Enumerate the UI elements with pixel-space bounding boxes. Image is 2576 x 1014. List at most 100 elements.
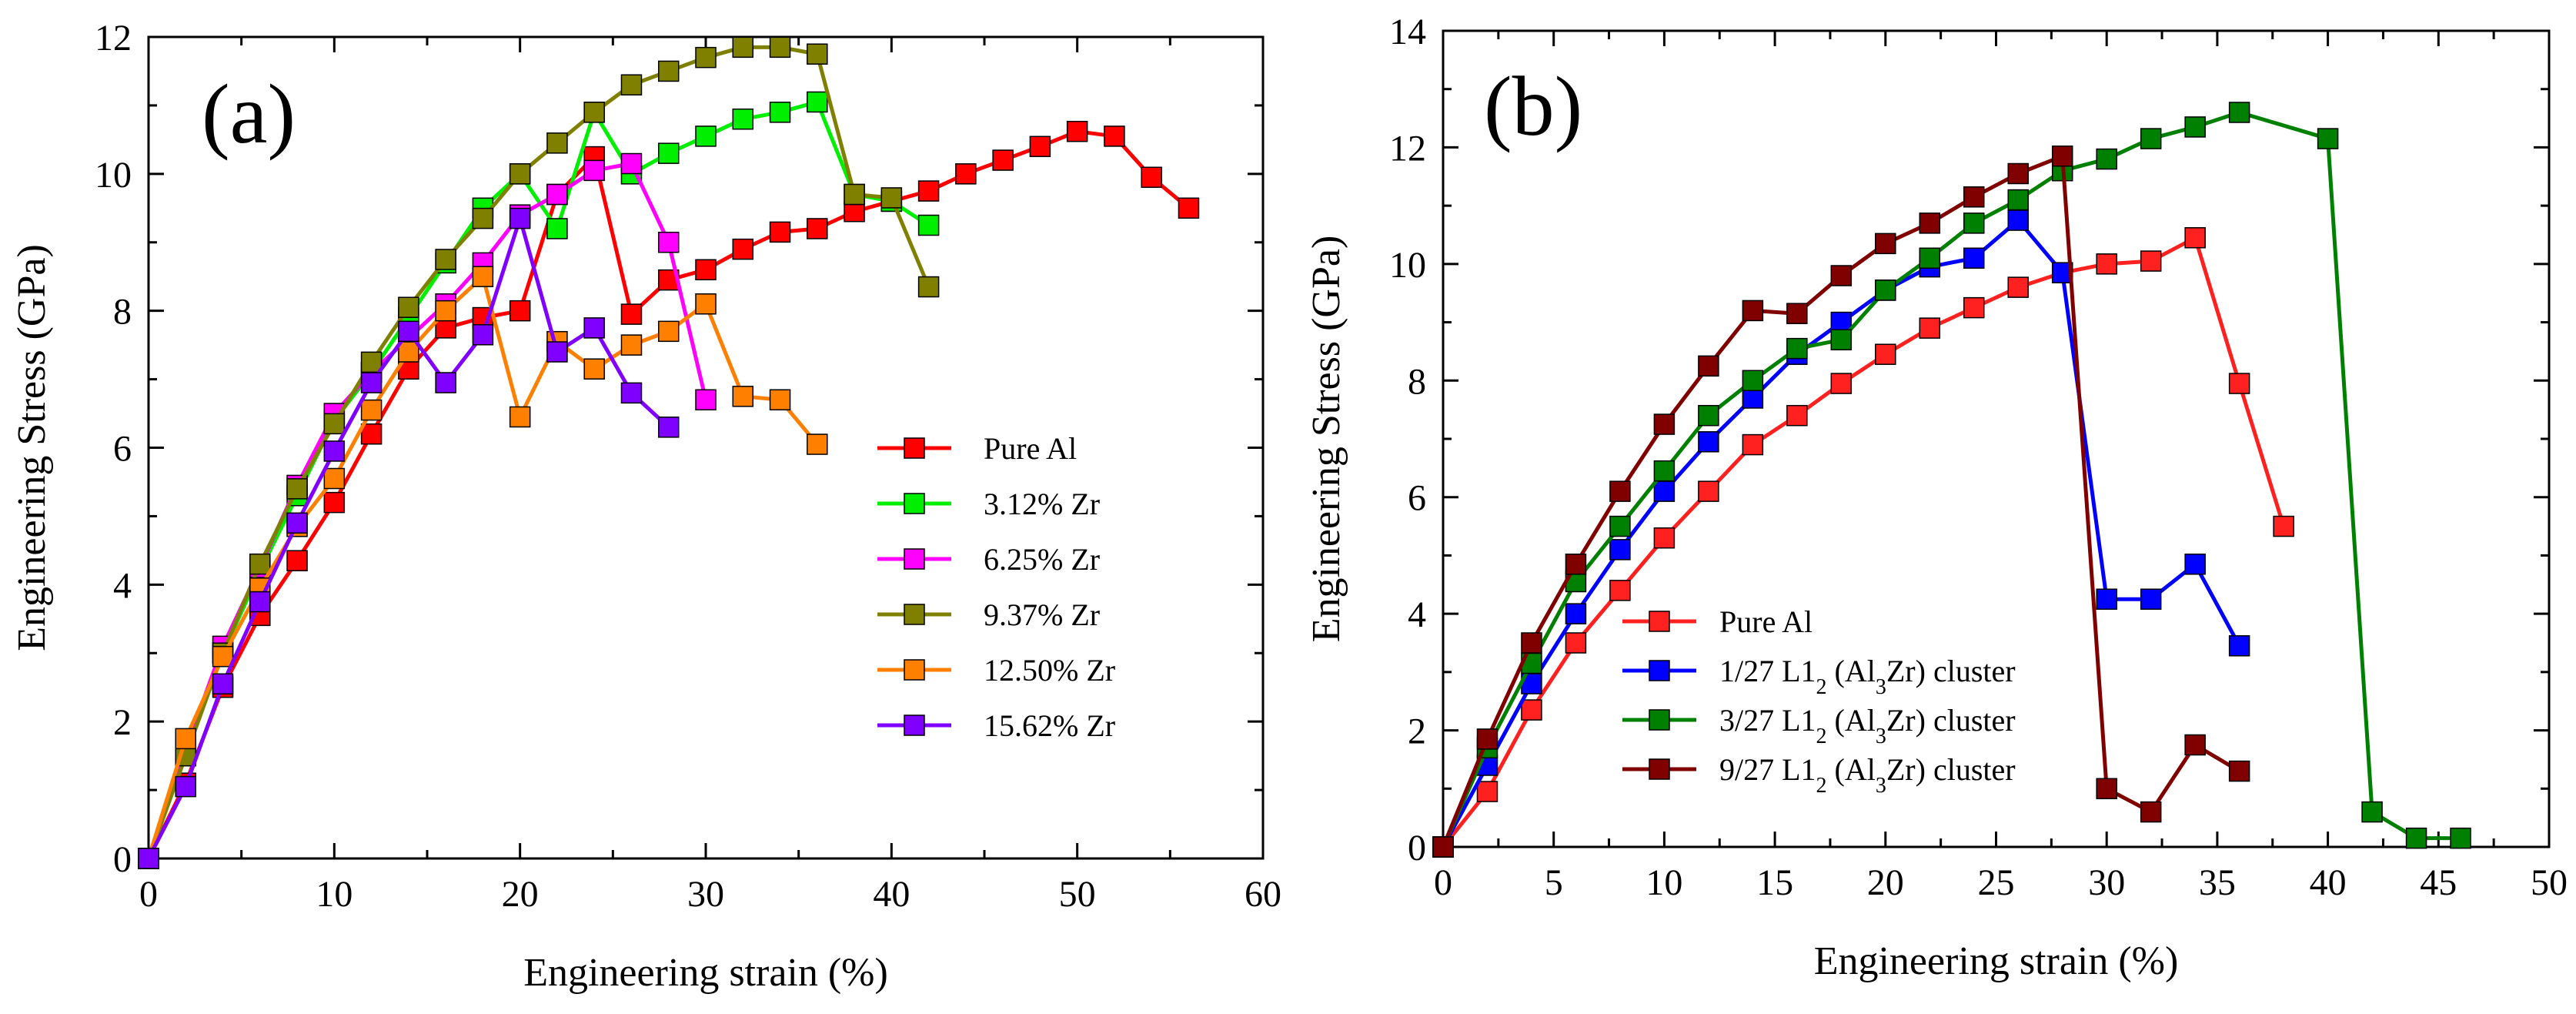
data-point <box>2096 253 2117 275</box>
x-axis-title: Engineering strain (%) <box>523 951 888 995</box>
data-point <box>657 417 680 438</box>
data-point <box>2096 778 2117 800</box>
data-point <box>2228 373 2250 394</box>
series-5 <box>138 266 828 869</box>
data-point <box>1609 580 1631 601</box>
data-point <box>2228 102 2250 123</box>
legend-entry-label: 15.62% Zr <box>984 708 1115 743</box>
legend-marker <box>904 493 925 514</box>
data-point <box>732 386 754 407</box>
x-tick-label: 50 <box>1059 874 1096 915</box>
data-point <box>2184 554 2206 575</box>
data-point <box>1830 311 1853 333</box>
data-point <box>1565 632 1587 654</box>
data-point <box>472 207 494 229</box>
data-point <box>1066 120 1088 142</box>
data-point <box>1029 136 1051 158</box>
data-point <box>844 183 865 206</box>
data-point <box>695 125 717 147</box>
data-point <box>695 293 717 315</box>
legend-entry-label: 9.37% Zr <box>984 597 1100 632</box>
series-line <box>1441 154 2240 848</box>
legend-entry-label: 3.12% Zr <box>984 487 1100 521</box>
data-point <box>323 413 346 435</box>
data-point <box>1963 186 1985 208</box>
y-tick-label: 8 <box>113 292 132 333</box>
x-tick-label: 45 <box>2420 862 2457 903</box>
data-point <box>212 673 234 695</box>
data-point <box>435 372 456 393</box>
y-axis-title: Engineering Stress (GPa) <box>10 244 54 651</box>
data-point <box>472 324 494 346</box>
data-point <box>657 60 680 82</box>
data-point <box>138 848 159 869</box>
y-tick-label: 6 <box>113 429 132 470</box>
legend-text-part: Zr) cluster <box>1886 654 2016 688</box>
legend-marker <box>904 659 925 681</box>
data-point <box>732 108 754 130</box>
x-tick-label: 50 <box>2531 862 2568 903</box>
data-point <box>2361 801 2383 823</box>
y-tick-label: 4 <box>113 565 132 606</box>
data-point <box>249 591 271 613</box>
x-tick-label: 15 <box>1756 862 1793 903</box>
data-point <box>1919 247 1941 269</box>
data-point <box>620 152 643 175</box>
data-point <box>769 389 791 411</box>
data-point <box>323 440 346 462</box>
data-point <box>1521 632 1542 654</box>
legend-marker <box>1649 758 1670 780</box>
data-point <box>1742 370 1764 392</box>
data-point <box>1698 480 1719 502</box>
data-point <box>583 358 605 380</box>
chart-panel-b: 0 5 10 15 20 25 30 35 40 45 50 0 2 4 6 8 10 12 14 Engineeri… <box>1305 12 2568 983</box>
data-point <box>1104 125 1125 147</box>
y-tick-label: 0 <box>113 839 132 880</box>
legend-marker <box>1649 611 1670 632</box>
data-point <box>695 259 717 281</box>
series-6 <box>138 207 680 869</box>
data-point <box>1786 404 1808 427</box>
data-point <box>1565 554 1587 575</box>
panel-label: (a) <box>202 67 296 161</box>
data-point <box>1830 265 1853 286</box>
data-point <box>1653 413 1676 435</box>
x-tick-label: 40 <box>873 874 910 915</box>
data-point <box>1609 515 1631 537</box>
data-point <box>1653 480 1676 502</box>
data-point <box>2007 276 2029 298</box>
data-point <box>1476 781 1498 802</box>
data-point <box>880 187 903 209</box>
data-point <box>1875 233 1896 255</box>
data-point <box>1963 213 1985 234</box>
legend-subscript: 3 <box>1876 675 1886 699</box>
data-point <box>546 341 568 363</box>
data-point <box>695 46 717 69</box>
data-point <box>2450 827 2471 849</box>
data-point <box>1786 303 1808 324</box>
x-tick-label: 30 <box>2088 862 2125 903</box>
x-tick-label: 10 <box>1645 862 1682 903</box>
data-point <box>1875 343 1896 365</box>
data-point <box>583 317 605 339</box>
legend-entry-label: 6.25% Zr <box>984 542 1100 577</box>
data-point <box>1521 699 1542 721</box>
y-tick-label: 0 <box>1408 828 1426 868</box>
legend-entry-label: 1/27 L12 (Al3Zr) cluster <box>1719 654 2016 699</box>
data-point <box>1609 539 1631 561</box>
data-point <box>2184 116 2206 138</box>
chart-panel-a: 0 10 20 30 40 50 60 0 2 4 6 8 10 12 Engineering strain… <box>10 18 1281 995</box>
data-point <box>1786 337 1808 360</box>
data-point <box>1476 728 1498 750</box>
data-point <box>323 491 346 514</box>
y-tick-label: 10 <box>1389 245 1426 286</box>
data-point <box>2228 760 2250 782</box>
data-point <box>286 512 308 534</box>
legend-text-part: (Al <box>1827 703 1876 738</box>
data-point <box>769 221 791 243</box>
data-point <box>2317 128 2339 149</box>
y-tick-label: 12 <box>1389 128 1426 169</box>
data-point <box>2096 148 2117 170</box>
data-point <box>620 334 643 356</box>
